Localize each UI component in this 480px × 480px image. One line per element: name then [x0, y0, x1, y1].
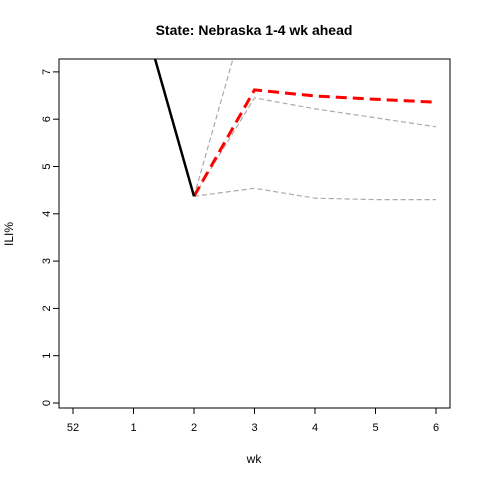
- x-tick-label: 52: [67, 422, 79, 434]
- series-line-upper-outer: [193, 59, 234, 197]
- x-tick-label: 4: [312, 422, 318, 434]
- y-tick-label: 0: [41, 400, 53, 406]
- series-line-forecast: [192, 88, 437, 198]
- y-axis: 0 1 2 3 4 5 6 7: [41, 69, 59, 406]
- series-line-lower: [193, 187, 436, 201]
- x-axis-label: wk: [246, 452, 263, 466]
- y-tick-label: 3: [41, 258, 53, 264]
- x-axis: 52 1 2 3 4 5 6: [67, 408, 439, 434]
- x-tick-label: 3: [251, 422, 257, 434]
- y-tick-label: 6: [41, 116, 53, 122]
- x-tick-label: 6: [433, 422, 439, 434]
- series-layer: [153, 59, 437, 201]
- y-tick-label: 4: [41, 211, 53, 217]
- plot-frame: [58, 58, 451, 409]
- y-tick-label: 5: [41, 163, 53, 169]
- y-axis-label: ILI%: [2, 222, 16, 246]
- y-tick-label: 1: [41, 353, 53, 359]
- series-line-upper-inner: [193, 97, 437, 197]
- x-tick-label: 5: [372, 422, 378, 434]
- x-tick-label: 2: [191, 422, 197, 434]
- y-tick-label: 2: [41, 305, 53, 311]
- y-tick-label: 7: [41, 69, 53, 75]
- chart-title: State: Nebraska 1-4 wk ahead: [156, 22, 353, 38]
- series-line-observed: [153, 59, 196, 197]
- x-tick-label: 1: [130, 422, 136, 434]
